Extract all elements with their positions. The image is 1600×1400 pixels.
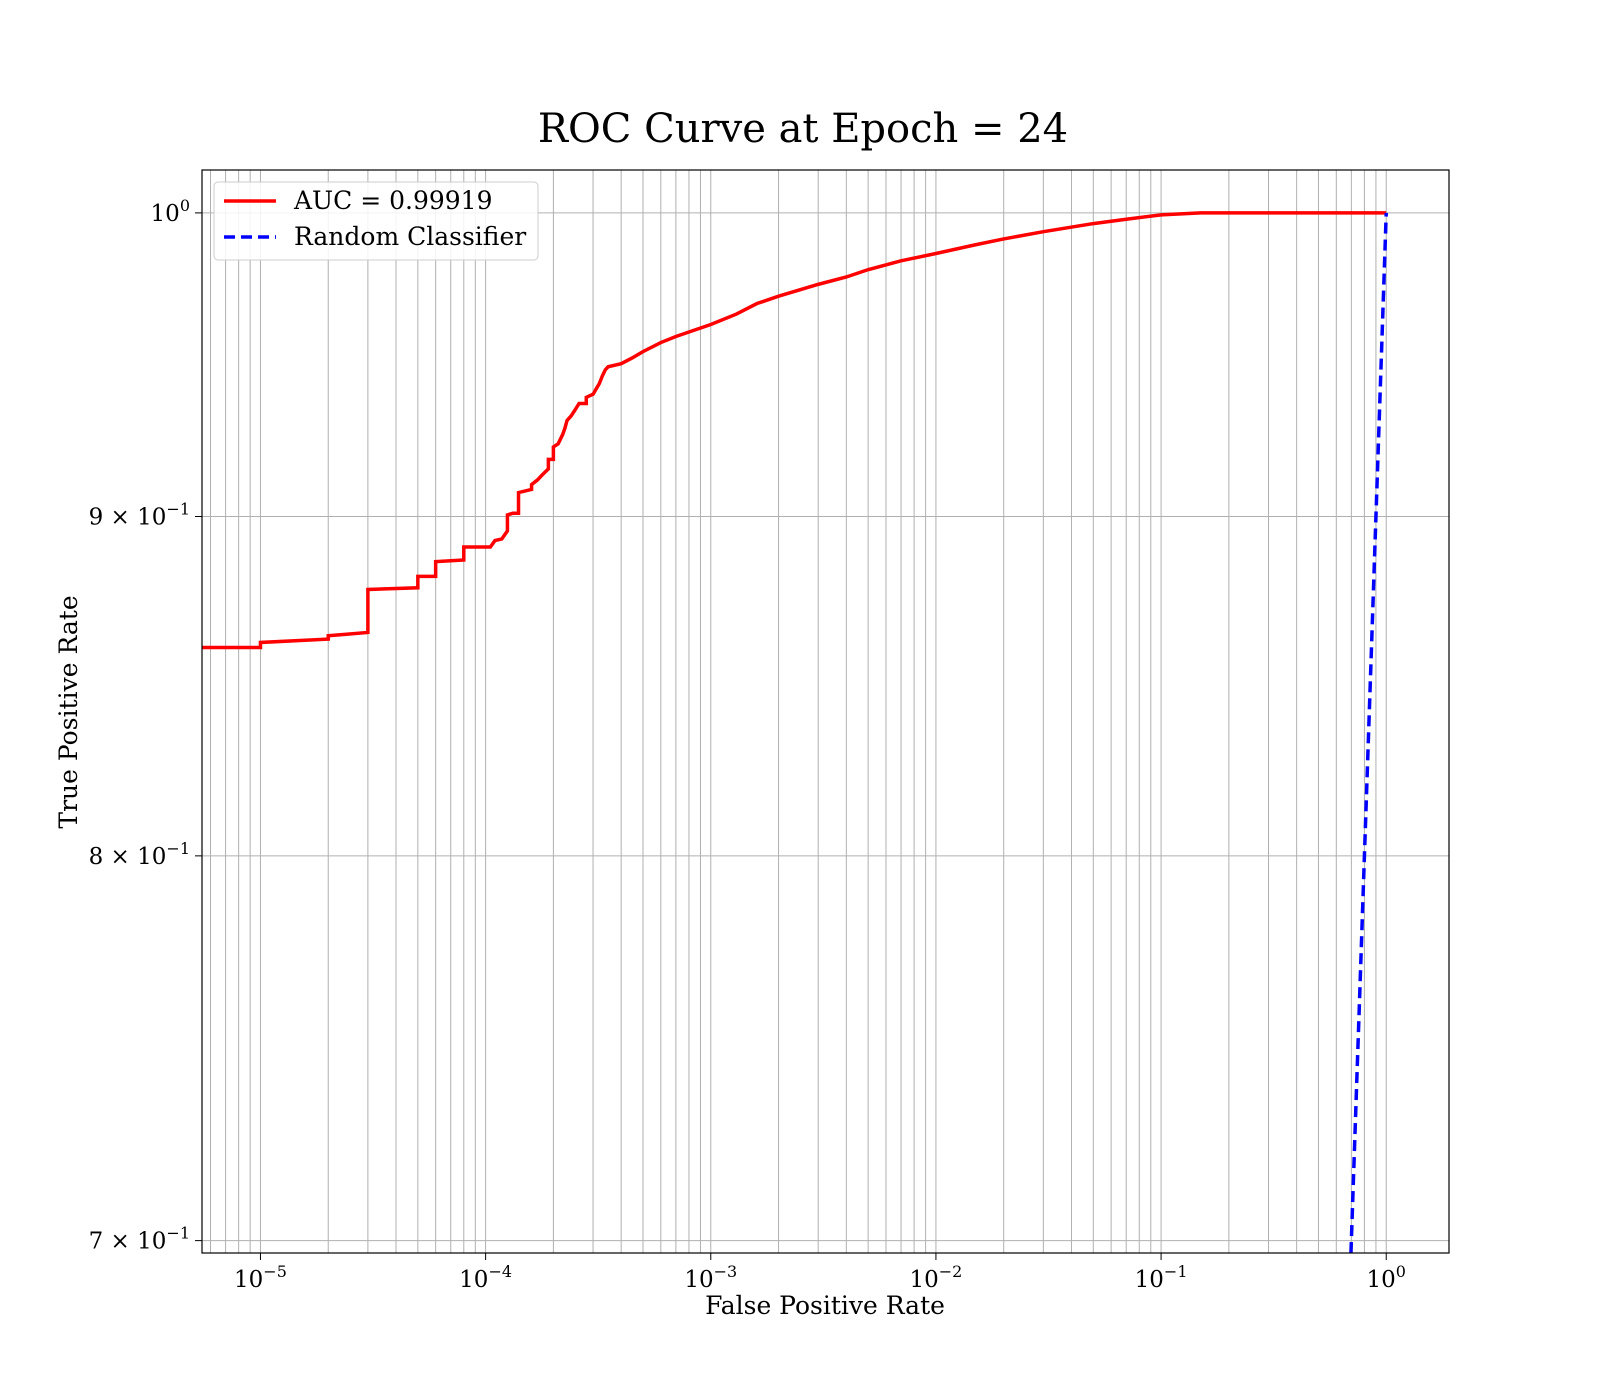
legend-label-roc: AUC = 0.99919: [293, 186, 492, 215]
y-tick-labels: 100 9 × 10−1 8 × 10−1 7 × 10−1: [89, 196, 202, 1255]
legend-box: [213, 181, 539, 261]
grid: [202, 170, 1449, 1253]
random-classifier-line: [1349, 212, 1388, 1254]
plot-frame: [201, 169, 1450, 1254]
series-lines: [202, 211, 1388, 1254]
y-tick-label: 100: [151, 196, 190, 227]
x-tick-label: 10−2: [909, 1262, 962, 1293]
x-tick-label: 10−3: [684, 1262, 737, 1293]
legend: AUC = 0.99919 Random Classifier: [213, 181, 539, 261]
x-tick-label: 10−5: [234, 1262, 287, 1293]
chart-title: ROC Curve at Epoch = 24: [538, 106, 1068, 152]
x-axis-label: False Positive Rate: [705, 1291, 945, 1320]
roc-curve-line: [202, 211, 1387, 650]
x-tick-label: 100: [1367, 1262, 1406, 1293]
legend-label-random: Random Classifier: [294, 222, 526, 251]
x-tick-labels: 10−5 10−4 10−3 10−2 10−1 100: [234, 1253, 1406, 1293]
x-tick-label: 10−1: [1135, 1262, 1188, 1293]
y-axis-label: True Positive Rate: [54, 595, 83, 828]
y-tick-label: 9 × 10−1: [89, 499, 190, 530]
y-tick-label: 7 × 10−1: [89, 1224, 190, 1255]
y-tick-label: 8 × 10−1: [89, 839, 190, 870]
x-tick-label: 10−4: [459, 1262, 512, 1293]
